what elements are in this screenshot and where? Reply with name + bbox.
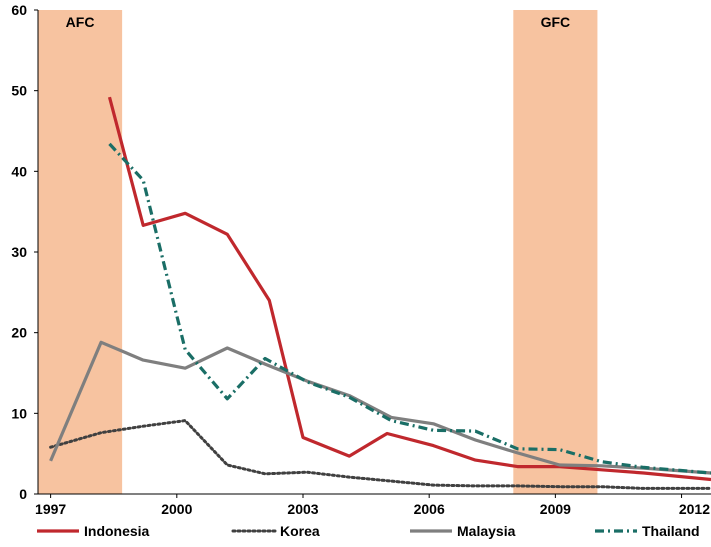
band-afc xyxy=(38,10,123,494)
band-gfc xyxy=(513,10,598,494)
x-tick-label: 2000 xyxy=(161,501,192,517)
y-tick-label: 30 xyxy=(11,244,27,260)
legend: Indonesia Korea Malaysia Thailand xyxy=(37,523,700,539)
series-line-indonesia xyxy=(107,96,711,482)
y-tick-label: 10 xyxy=(11,405,27,421)
x-tick-label: 2009 xyxy=(540,501,571,517)
band-label-afc: AFC xyxy=(66,14,95,30)
series-lines xyxy=(49,96,711,490)
x-tick-label: 2003 xyxy=(287,501,318,517)
legend-label-malaysia: Malaysia xyxy=(457,523,516,539)
series-line-malaysia xyxy=(49,340,711,475)
y-tick-label: 50 xyxy=(11,83,27,99)
y-tick-label: 40 xyxy=(11,163,27,179)
x-tick-label: 2012 xyxy=(679,501,710,517)
y-tick-label: 0 xyxy=(19,486,27,502)
legend-label-thailand: Thailand xyxy=(642,523,700,539)
series-line-thailand xyxy=(108,142,711,475)
band-label-gfc: GFC xyxy=(541,14,571,30)
legend-label-korea: Korea xyxy=(280,523,320,539)
series-line-korea xyxy=(49,419,711,490)
axes: 0 10 20 30 40 50 60 1997 2000 2003 2006 2009 2012 xyxy=(11,2,711,517)
legend-label-indonesia: Indonesia xyxy=(84,523,150,539)
y-tick-label: 20 xyxy=(11,325,27,341)
shaded-periods: AFC GFC xyxy=(38,10,598,494)
x-tick-label: 1997 xyxy=(35,501,66,517)
y-tick-label: 60 xyxy=(11,2,27,18)
x-tick-label: 2006 xyxy=(414,501,445,517)
